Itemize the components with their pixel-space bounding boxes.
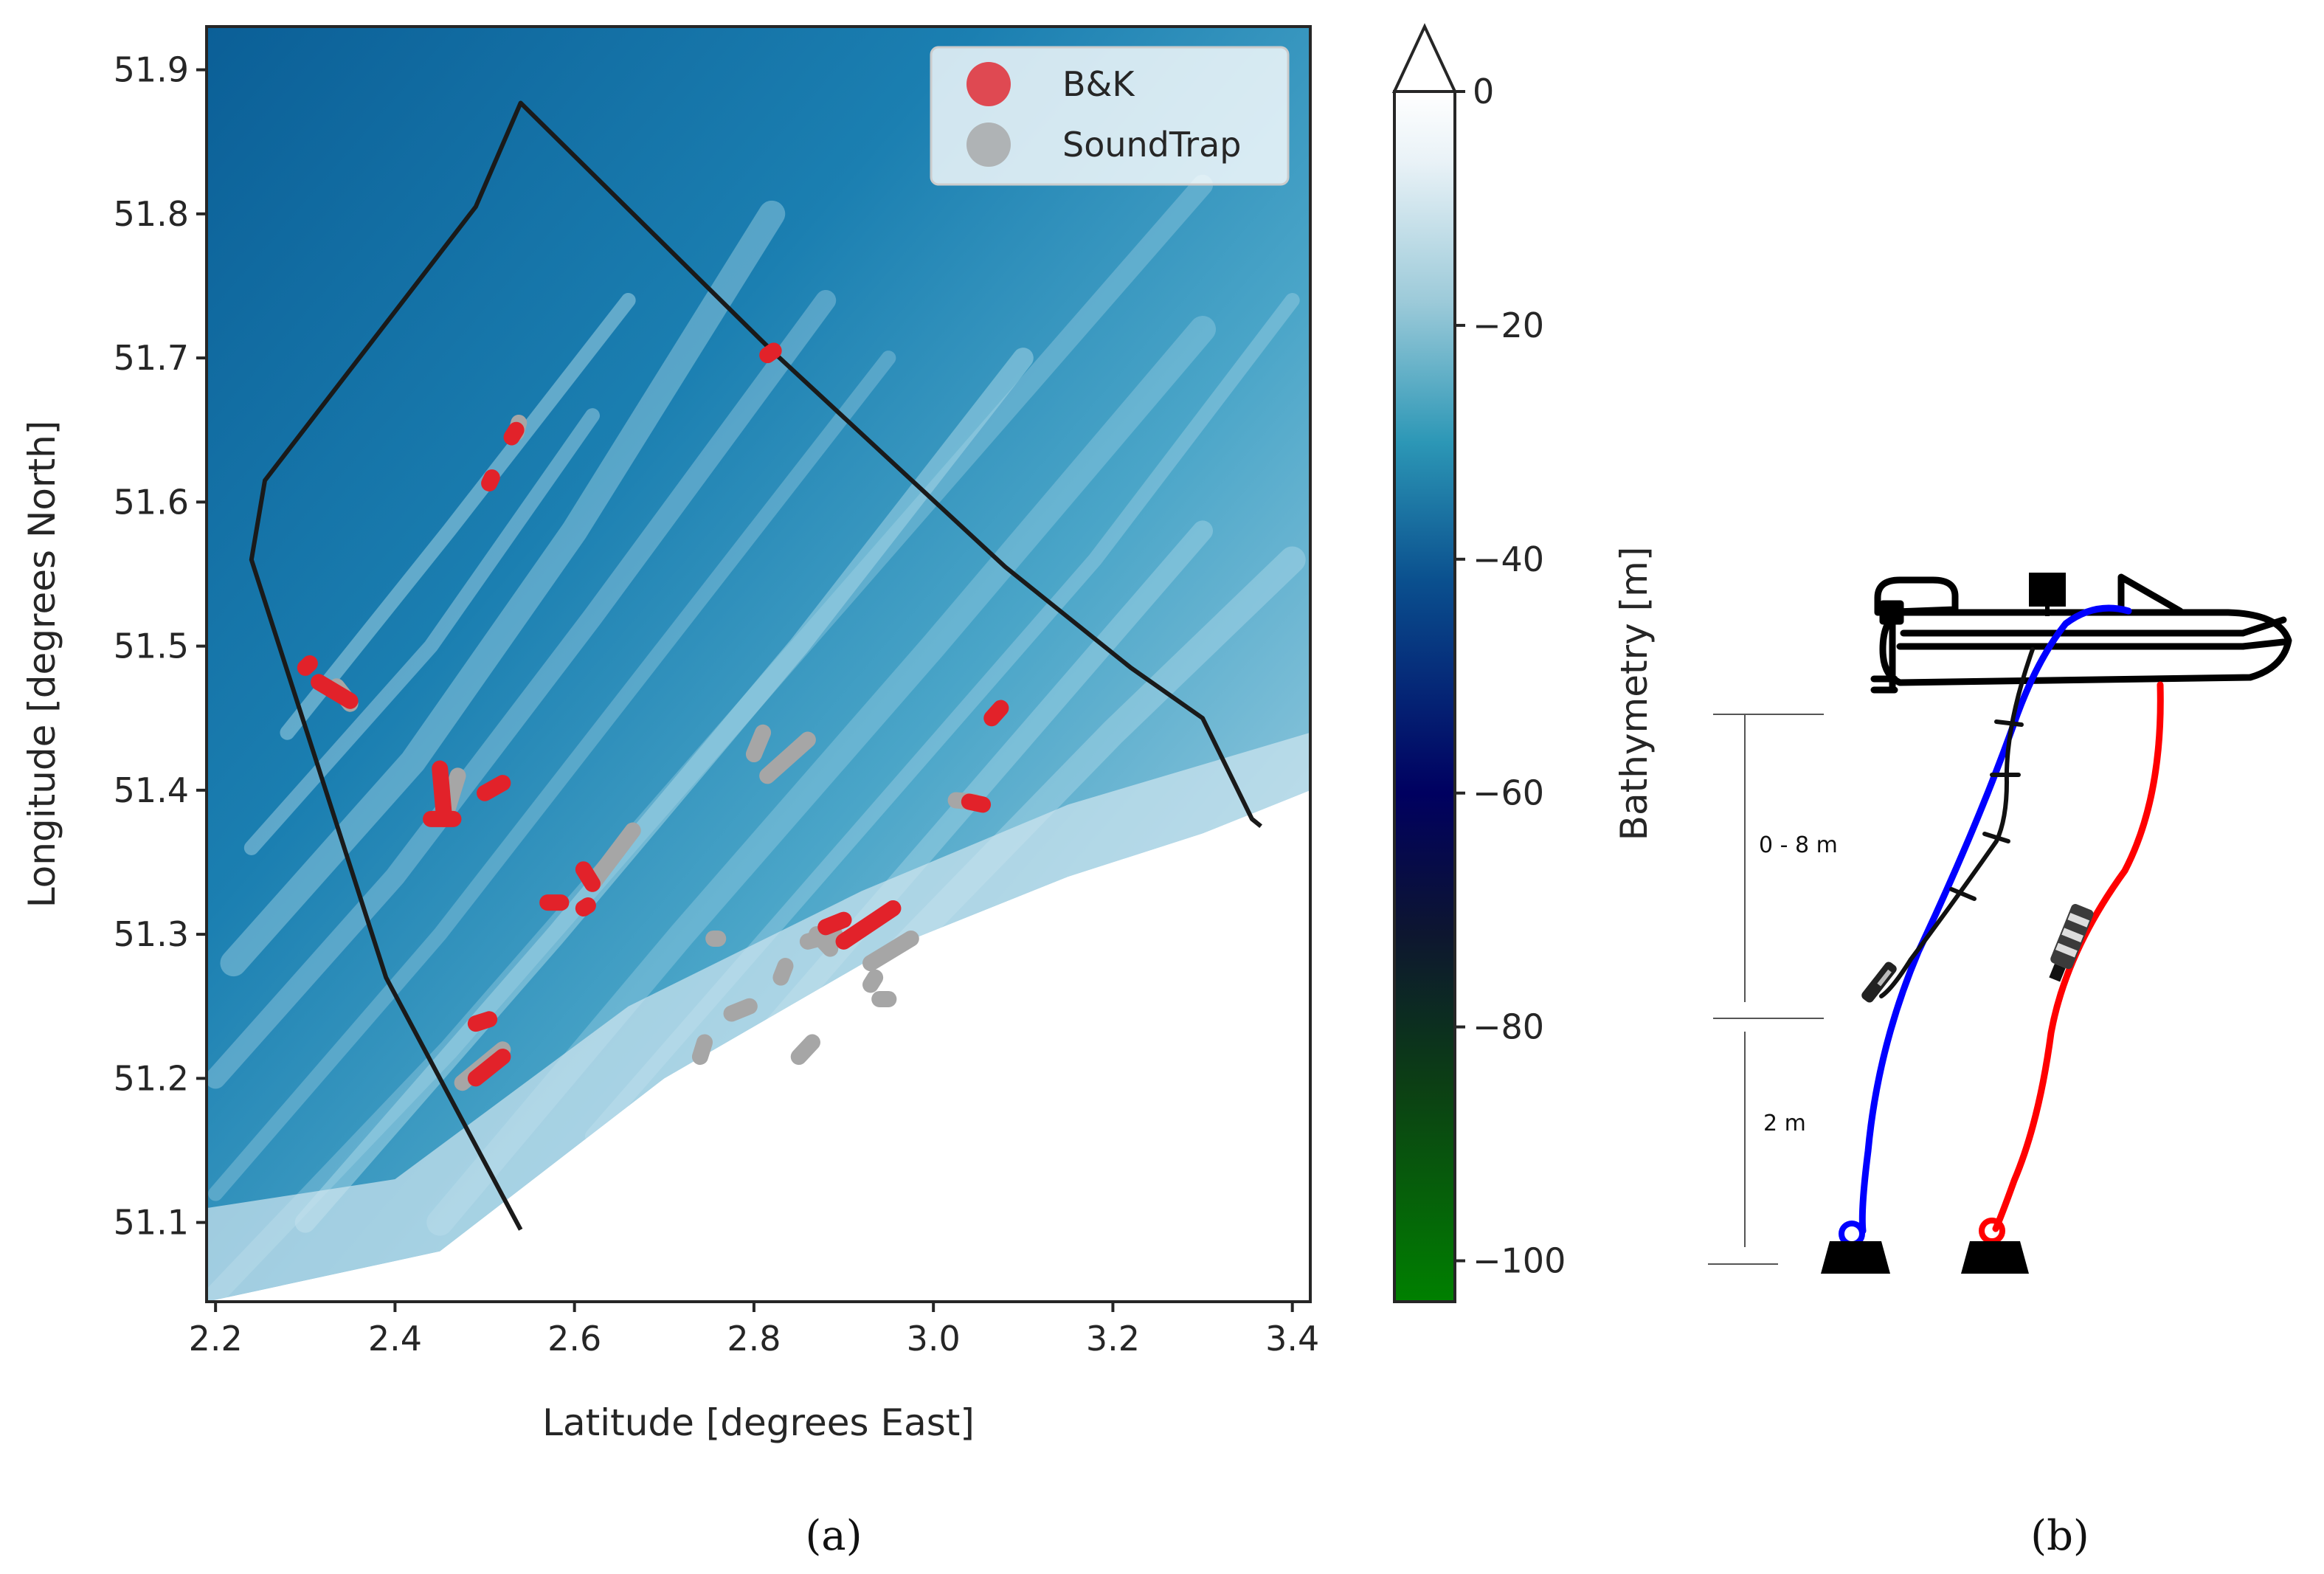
cable-ties [1949, 719, 2024, 901]
right-weight [1961, 1241, 2029, 1274]
y-tick-label: 51.7 [114, 338, 189, 378]
sandbank-ridge [280, 292, 636, 740]
blue-cable [1858, 604, 2132, 1235]
bk-tracks [297, 342, 1009, 1087]
x-tick-label: 3.2 [1086, 1319, 1140, 1359]
colorbar-tick-label: 0 [1473, 72, 1494, 111]
x-tick-label: 3.0 [907, 1319, 961, 1359]
map-y-ticks: 51.1 51.2 51.3 51.4 51.5 51.6 51.7 51.8 51.9 [114, 50, 207, 1243]
colorbar-frame [1393, 90, 1456, 1303]
map-legend: B&K SoundTrap [930, 46, 1290, 186]
bk-track [467, 1011, 498, 1032]
soundtrap-track [759, 731, 816, 784]
map-panel: 2.2 2.4 2.6 2.8 3.0 3.2 3.4 51.151.251.351.451… [21, 25, 1319, 1444]
y-tick-label: 51.9 [114, 50, 189, 90]
x-tick-label: 2.8 [727, 1319, 781, 1359]
deployment-diagram: 0 - 8 m 2 m [1708, 573, 2292, 1274]
colorbar-tick-label: −40 [1473, 539, 1544, 579]
bk-track [467, 1049, 511, 1087]
dim-label-depth: 0 - 8 m [1759, 832, 1838, 858]
y-tick-label: 51.4 [114, 770, 189, 810]
legend-soundtrap-marker [966, 122, 1011, 167]
colorbar-ticks: 0 −20 −40 −60 −80 −100 [1455, 72, 1566, 1281]
colorbar-label: Bathymetry [m] [1613, 547, 1656, 841]
legend-bk-marker [966, 62, 1011, 106]
x-tick-label: 2.2 [189, 1319, 243, 1359]
dimension-lines [1708, 714, 1824, 1265]
sandbank-ridge [208, 351, 896, 1201]
panel-label-b: (b) [2030, 1512, 2089, 1560]
bk-track [835, 900, 902, 950]
map-x-axis-label: Latitude [degrees East] [542, 1401, 975, 1444]
sandbank-ridge [220, 200, 786, 977]
x-tick-label: 2.6 [547, 1319, 601, 1359]
bk-hydrophone [2049, 904, 2094, 982]
x-tick-label: 3.4 [1265, 1319, 1319, 1359]
y-tick-label: 51.8 [114, 194, 189, 234]
hydrophone-cable [1879, 647, 2035, 998]
bk-track [983, 700, 1009, 727]
bk-track [759, 342, 782, 364]
colorbar-tick-label: −100 [1473, 1241, 1566, 1281]
bk-track [481, 469, 500, 491]
blue-cable-loop [1839, 1221, 1865, 1247]
bk-track [817, 911, 852, 936]
bk-track [432, 760, 453, 827]
colorbar-tick-label: −80 [1473, 1007, 1544, 1047]
soundtrap-track [691, 1034, 713, 1066]
soundtrap-track [799, 926, 843, 950]
y-tick-label: 51.6 [114, 482, 189, 522]
boat-windscreen [2117, 573, 2184, 615]
boat-bow-line [2239, 638, 2287, 650]
colorbar-gradient [1394, 92, 1455, 1302]
bk-track [575, 897, 596, 917]
colorbar-tick-label: −20 [1473, 306, 1544, 345]
boat-bow-line [2239, 616, 2287, 637]
map-x-ticks: 2.2 2.4 2.6 2.8 3.0 3.2 3.4 [189, 1302, 1319, 1359]
y-tick-label: 51.3 [114, 914, 189, 954]
soundtrap-track [745, 724, 772, 763]
red-cable-loop [1979, 1218, 2005, 1244]
legend-bk-label: B&K [1062, 64, 1135, 104]
anchor-weights [1821, 1241, 2029, 1274]
soundtrap-track [772, 958, 794, 986]
y-tick-label: 51.1 [114, 1203, 189, 1243]
soundtrap-track [862, 930, 919, 972]
legend-soundtrap-label: SoundTrap [1062, 125, 1242, 165]
red-cable [1992, 681, 2164, 1232]
sandbank-ridge [207, 174, 1214, 1302]
x-tick-label: 2.4 [368, 1319, 422, 1359]
motor-cap [1879, 600, 1904, 625]
bk-track [961, 793, 992, 813]
shallow-coast-area [207, 790, 1310, 1302]
bathymetry-image [207, 27, 1310, 1302]
y-tick-label: 51.2 [114, 1058, 189, 1098]
soundtrap-track [862, 969, 884, 993]
sandbank-ridge [207, 289, 837, 1089]
bk-track [297, 655, 318, 676]
map-axes-frame [205, 25, 1312, 1303]
survey-boundary-line [249, 100, 1262, 1231]
bk-track [503, 421, 525, 446]
soundtrap-track [723, 998, 758, 1022]
y-tick-label: 51.5 [114, 627, 189, 666]
sandbank-ridge [243, 408, 600, 855]
bk-track [477, 775, 511, 801]
boat [1870, 573, 2292, 694]
dim-label-2m: 2 m [1763, 1111, 1806, 1136]
recorder-box [2029, 573, 2066, 607]
soundtrap-hydrophone [1861, 962, 1897, 1003]
soundtrap-track [584, 822, 641, 892]
left-weight [1821, 1241, 1890, 1274]
map-y-axis-label: Longitude [degrees North] [21, 421, 63, 908]
colorbar: 0 −20 −40 −60 −80 −100 Bathymetry [m] [1391, 23, 1656, 1303]
bk-track [311, 674, 359, 709]
colorbar-tick-label: −60 [1473, 773, 1544, 813]
bk-track [575, 861, 601, 892]
panel-label-a: (a) [805, 1512, 862, 1560]
soundtrap-track [790, 1034, 820, 1066]
sandbank-ridge [294, 348, 1034, 1233]
colorbar-extend-arrow [1391, 23, 1458, 93]
